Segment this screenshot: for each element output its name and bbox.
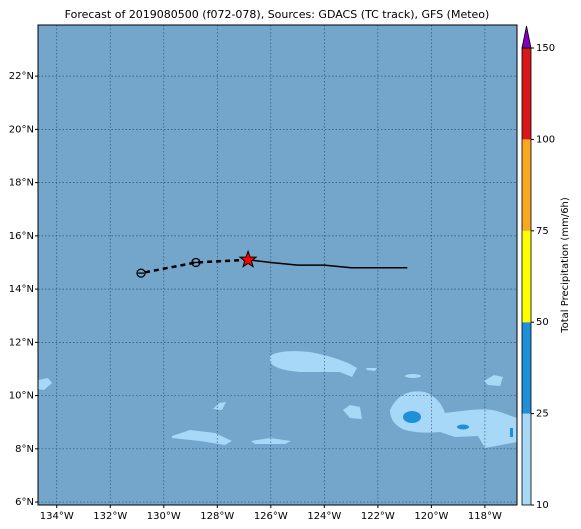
- colorbar-segment: [522, 48, 531, 140]
- y-tick-label: 16°N: [9, 231, 34, 242]
- precip-area: [457, 424, 469, 430]
- x-tick-label: 132°W: [93, 511, 127, 522]
- x-tick-label: 118°W: [468, 511, 502, 522]
- precip-area: [270, 351, 357, 377]
- precipitation-areas: [38, 351, 517, 448]
- precip-area: [484, 375, 503, 386]
- precip-area: [251, 438, 291, 444]
- x-tick-label: 128°W: [200, 511, 234, 522]
- colorbar-tick-label: 150: [536, 43, 555, 54]
- colorbar-label: Total Precipitation (mm/6h): [560, 197, 571, 334]
- y-tick-label: 14°N: [9, 284, 34, 295]
- x-tick-label: 122°W: [361, 511, 395, 522]
- precip-area: [172, 430, 232, 445]
- forecast-point: [136, 268, 146, 278]
- y-tick-label: 6°N: [15, 497, 34, 508]
- forecast-point: [191, 257, 201, 268]
- precip-area: [403, 411, 421, 423]
- y-tick-label: 10°N: [9, 391, 34, 402]
- colorbar: 10 25 50 75 100 150: [521, 25, 555, 511]
- y-tick-label: 22°N: [9, 71, 34, 82]
- precip-area: [366, 368, 377, 371]
- y-tick-label: 8°N: [15, 444, 34, 455]
- current-position: [238, 249, 258, 268]
- y-tick-label: 12°N: [9, 337, 34, 348]
- past-track: [247, 259, 408, 269]
- colorbar-segment: [522, 139, 531, 231]
- colorbar-tick-label: 10: [536, 500, 549, 511]
- colorbar-frame: [521, 47, 532, 506]
- colorbar-tick-label: 25: [536, 409, 549, 420]
- x-tick-label: 124°W: [307, 511, 341, 522]
- colorbar-tick-label: 100: [536, 134, 555, 145]
- colorbar-segment: [522, 230, 531, 323]
- x-tick-label: 120°W: [414, 511, 448, 522]
- x-tick-label: 134°W: [40, 511, 74, 522]
- precip-area: [213, 402, 226, 410]
- track: [136, 249, 408, 278]
- precip-area: [390, 391, 517, 448]
- precip-area: [405, 374, 421, 378]
- grid: [38, 25, 517, 505]
- chart-title: Forecast of 2019080500 (f072-078), Sourc…: [65, 8, 490, 21]
- colorbar-tick-label: 50: [536, 317, 549, 328]
- map-frame: [37, 24, 518, 506]
- y-tick-label: 20°N: [9, 124, 34, 135]
- precip-area: [38, 378, 52, 390]
- x-tick-label: 130°W: [147, 511, 181, 522]
- precip-area: [343, 405, 362, 419]
- colorbar-extend: [521, 25, 532, 49]
- colorbar-tick-label: 75: [536, 226, 549, 237]
- x-tick-label: 126°W: [254, 511, 288, 522]
- precip-area: [510, 428, 513, 437]
- colorbar-segment: [522, 413, 531, 505]
- y-tick-label: 18°N: [9, 178, 34, 189]
- colorbar-segment: [522, 322, 531, 414]
